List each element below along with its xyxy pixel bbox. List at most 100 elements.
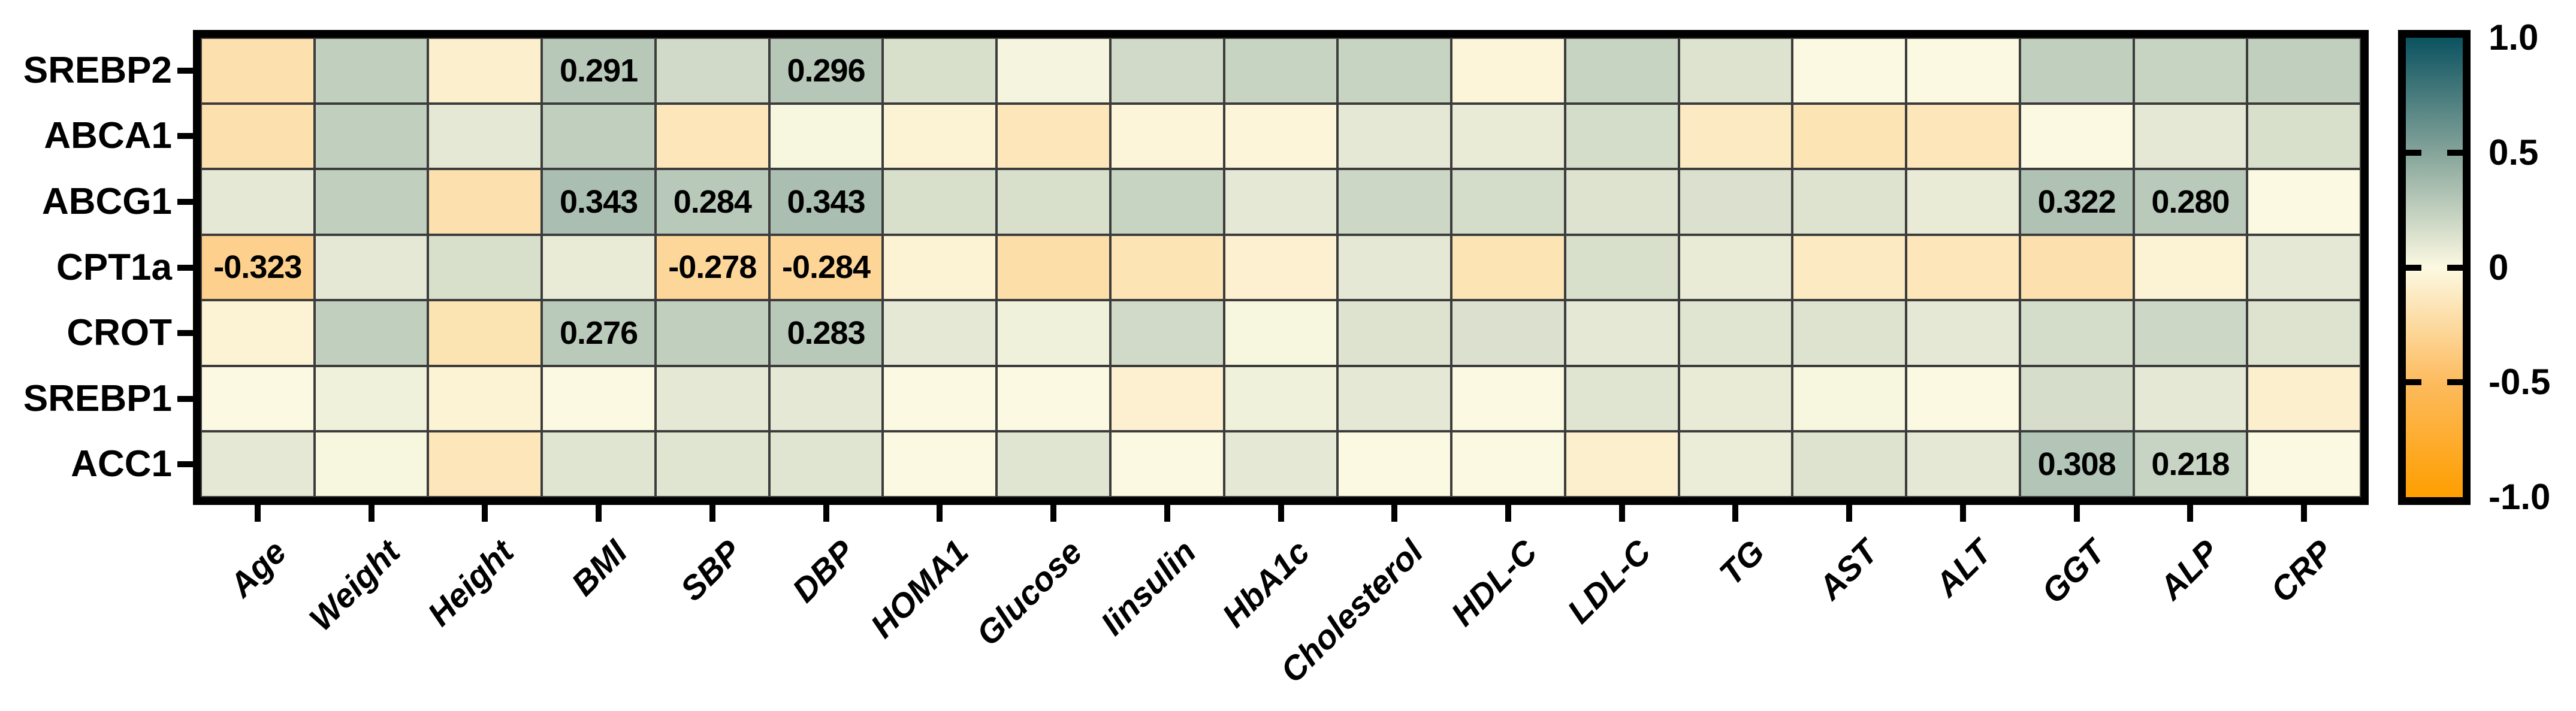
y-axis-tick	[177, 198, 193, 205]
heatmap-plot: 0.291 0.296 0.343 0.284 0.343 0.322 0.280 -0.32…	[201, 38, 2361, 497]
x-axis-tick	[368, 505, 375, 522]
heatmap-cell	[2133, 38, 2248, 104]
heatmap-cell	[1792, 103, 1907, 170]
heatmap-cell	[2247, 300, 2361, 366]
heatmap-cell	[2019, 103, 2134, 170]
heatmap-cell	[542, 431, 656, 497]
heatmap-cell	[1451, 300, 1565, 366]
heatmap-cell: 0.276	[542, 300, 656, 366]
x-axis-label-alp: ALP	[2152, 533, 2227, 607]
row-label-abcg1: ABCG1	[41, 180, 172, 222]
heatmap-cell	[1337, 169, 1452, 235]
cell-value-label: 0.322	[2037, 183, 2116, 220]
x-axis-label-ast: AST	[1811, 533, 1885, 607]
heatmap-cell	[1110, 38, 1224, 104]
heatmap-cell	[2247, 365, 2361, 432]
colorbar-tick	[2447, 264, 2463, 271]
x-axis-label-homa1: HOMA1	[863, 533, 976, 645]
x-axis-label-height: Height	[420, 533, 521, 633]
heatmap-cell	[201, 300, 315, 366]
colorbar-tick	[2447, 149, 2463, 156]
heatmap-cell: 0.343	[542, 169, 656, 235]
heatmap-cell	[655, 103, 769, 170]
x-axis-tick	[1391, 505, 1398, 522]
heatmap-cell	[1678, 365, 1793, 432]
heatmap-cell	[1678, 300, 1793, 366]
heatmap-cell: 0.280	[2133, 169, 2248, 235]
heatmap-cell	[996, 365, 1110, 432]
cell-value-label: -0.284	[781, 249, 871, 286]
heatmap-cell	[1565, 365, 1679, 432]
heatmap-cell	[201, 365, 315, 432]
colorbar-tick	[2406, 149, 2421, 156]
heatmap-cell	[1678, 431, 1793, 497]
row-label-srebp2: SREBP2	[23, 49, 172, 91]
heatmap-cell	[996, 38, 1110, 104]
y-axis-tick	[177, 264, 193, 271]
heatmap-cell	[1224, 300, 1338, 366]
heatmap-cell: -0.284	[769, 234, 883, 301]
heatmap-cell	[996, 300, 1110, 366]
heatmap-cell	[1678, 234, 1793, 301]
y-axis-tick	[177, 395, 193, 402]
heatmap-cell	[655, 38, 769, 104]
x-axis-tick	[709, 505, 715, 522]
heatmap-cell	[201, 38, 315, 104]
heatmap-cell	[2247, 431, 2361, 497]
x-axis-tick	[1732, 505, 1739, 522]
heatmap-cell	[1792, 38, 1907, 104]
x-axis-tick	[2187, 505, 2194, 522]
heatmap-cell	[1906, 169, 2020, 235]
heatmap-cell	[1451, 103, 1565, 170]
x-axis-label-ggt: GGT	[2034, 533, 2113, 611]
heatmap-cell	[1906, 431, 2020, 497]
heatmap-cell	[1337, 103, 1452, 170]
x-axis-tick	[2301, 505, 2308, 522]
heatmap-cell	[1906, 300, 2020, 366]
heatmap-cell	[428, 300, 542, 366]
heatmap-cell	[1906, 365, 2020, 432]
heatmap-cell	[1451, 234, 1565, 301]
row-label-cpt1a: CPT1a	[56, 246, 172, 288]
heatmap-cell	[1337, 365, 1452, 432]
cell-value-label: -0.278	[668, 249, 757, 286]
heatmap-cell	[1110, 169, 1224, 235]
x-axis-tick	[1164, 505, 1170, 522]
heatmap-cell	[883, 431, 997, 497]
x-axis-tick	[482, 505, 488, 522]
heatmap-cell	[996, 103, 1110, 170]
heatmap-cell	[542, 234, 656, 301]
heatmap-cell	[428, 234, 542, 301]
heatmap-cell: 0.284	[655, 169, 769, 235]
heatmap-cell	[883, 300, 997, 366]
y-axis-tick	[177, 67, 193, 74]
x-axis-tick	[937, 505, 943, 522]
cell-value-label: 0.343	[560, 183, 638, 220]
heatmap-cell	[1110, 234, 1224, 301]
heatmap-cell	[2247, 103, 2361, 170]
heatmap-cell	[428, 365, 542, 432]
heatmap-cell	[314, 169, 428, 235]
x-axis-tick	[1846, 505, 1853, 522]
colorbar-tick-label: 0	[2489, 247, 2509, 288]
heatmap-cell	[1792, 365, 1907, 432]
heatmap-cell: -0.278	[655, 234, 769, 301]
heatmap-cell	[201, 431, 315, 497]
heatmap-cell	[1451, 38, 1565, 104]
heatmap-cell	[314, 365, 428, 432]
heatmap-cell	[655, 365, 769, 432]
heatmap-cell	[542, 103, 656, 170]
x-axis-label-hdl-c: HDL-C	[1443, 533, 1544, 633]
x-axis-tick	[596, 505, 602, 522]
x-axis-tick	[254, 505, 261, 522]
heatmap-cell	[2133, 103, 2248, 170]
x-axis-label-glucose: Glucose	[968, 533, 1089, 653]
heatmap-cell	[1451, 431, 1565, 497]
colorbar-tick-label: -1.0	[2489, 477, 2551, 517]
heatmap-cell	[2247, 234, 2361, 301]
heatmap-cell: 0.343	[769, 169, 883, 235]
y-axis-tick	[177, 461, 193, 468]
colorbar-tick-label: 0.5	[2489, 132, 2539, 173]
heatmap-cell	[883, 234, 997, 301]
